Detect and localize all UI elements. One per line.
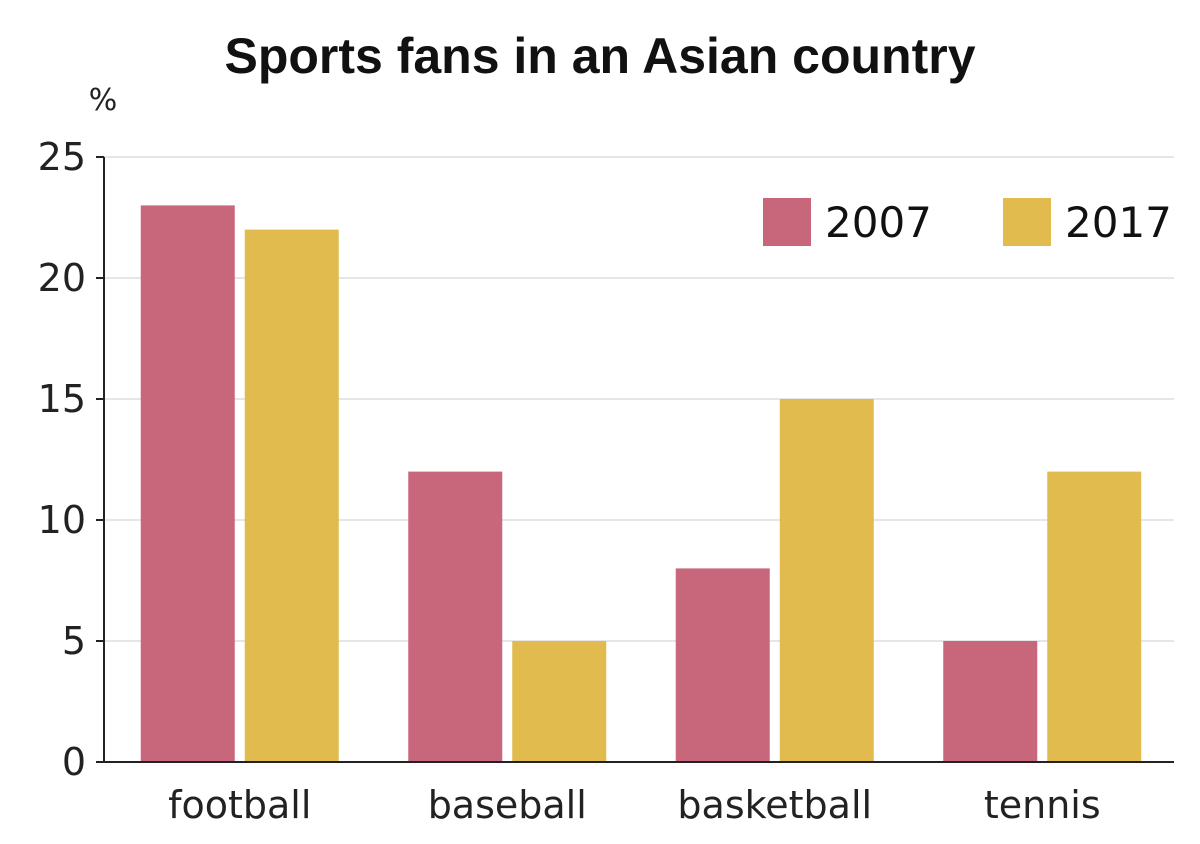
y-tick-label: 20 [38, 256, 86, 300]
x-tick-label: football [168, 783, 311, 827]
bars [140, 205, 1142, 763]
bar-baseball-2017 [512, 641, 607, 762]
chart-title: Sports fans in an Asian country [224, 28, 975, 84]
y-tick-label: 5 [62, 619, 86, 663]
x-tick-label: baseball [428, 783, 587, 827]
y-tick-label: 25 [38, 135, 86, 179]
y-tick-label: 15 [38, 377, 86, 421]
legend-label-2007: 2007 [825, 198, 932, 247]
y-tick-label: 0 [62, 740, 86, 784]
x-axis-ticks: football baseball basketball tennis [168, 783, 1101, 827]
legend-swatch-2007 [763, 198, 811, 246]
legend-label-2017: 2017 [1065, 198, 1172, 247]
bar-baseball-2007 [408, 471, 503, 762]
x-tick-label: basketball [677, 783, 872, 827]
y-axis-ticks: 0 5 10 15 20 25 [38, 135, 104, 784]
bar-tennis-2017 [1047, 471, 1142, 762]
legend-swatch-2017 [1003, 198, 1051, 246]
x-tick-label: tennis [984, 783, 1101, 827]
legend: 2007 2017 [763, 198, 1172, 247]
bar-tennis-2007 [943, 641, 1038, 762]
y-unit-label: % [89, 83, 118, 118]
bar-basketball-2007 [675, 568, 770, 762]
y-tick-label: 10 [38, 498, 86, 542]
bar-basketball-2017 [779, 399, 874, 762]
bar-football-2017 [244, 229, 339, 763]
bar-football-2007 [140, 205, 235, 762]
